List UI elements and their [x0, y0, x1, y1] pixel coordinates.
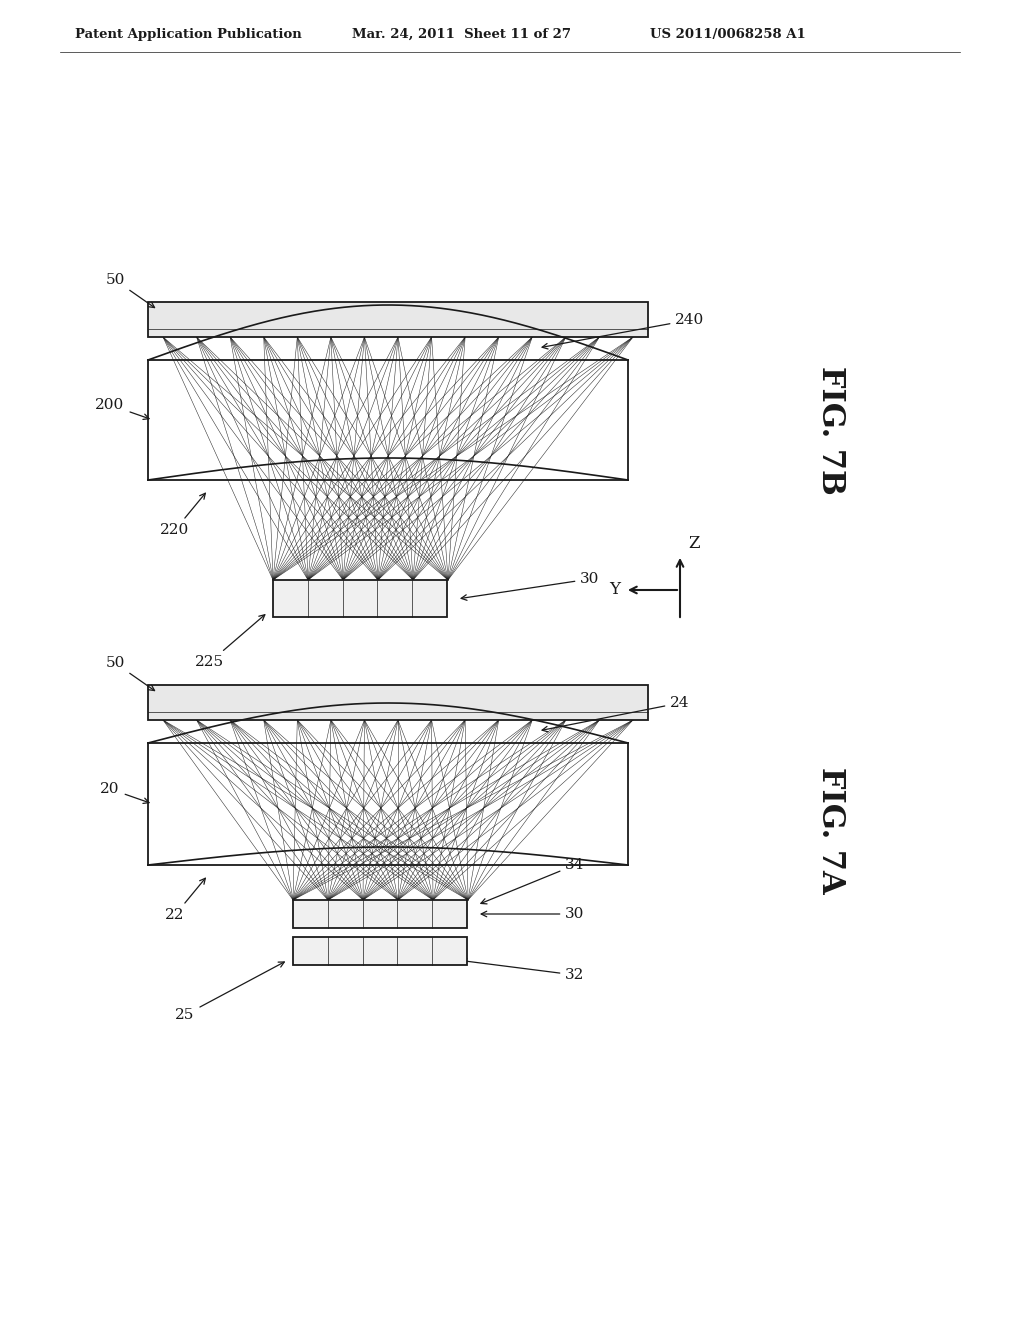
Text: Mar. 24, 2011  Sheet 11 of 27: Mar. 24, 2011 Sheet 11 of 27	[352, 28, 571, 41]
Text: Y: Y	[609, 582, 620, 598]
Text: 34: 34	[481, 858, 585, 904]
Text: Patent Application Publication: Patent Application Publication	[75, 28, 302, 41]
Polygon shape	[148, 302, 648, 337]
Text: 30: 30	[461, 572, 600, 601]
Text: 32: 32	[461, 958, 585, 982]
Text: US 2011/0068258 A1: US 2011/0068258 A1	[650, 28, 806, 41]
Polygon shape	[293, 937, 467, 965]
Text: FIG. 7A: FIG. 7A	[814, 767, 846, 894]
Text: 225: 225	[196, 615, 265, 669]
Text: 22: 22	[165, 878, 206, 921]
Polygon shape	[293, 900, 467, 928]
Text: 50: 50	[105, 656, 155, 690]
Polygon shape	[273, 579, 447, 616]
Text: 220: 220	[161, 494, 206, 537]
Text: 240: 240	[542, 313, 705, 348]
Text: 200: 200	[95, 399, 150, 420]
Text: 50: 50	[105, 273, 155, 308]
Text: Z: Z	[688, 535, 699, 552]
Text: FIG. 7B: FIG. 7B	[814, 366, 846, 495]
Polygon shape	[148, 685, 648, 719]
Text: 20: 20	[100, 781, 150, 804]
Text: 30: 30	[481, 907, 585, 921]
Text: 24: 24	[542, 696, 690, 731]
Text: 25: 25	[175, 962, 285, 1022]
